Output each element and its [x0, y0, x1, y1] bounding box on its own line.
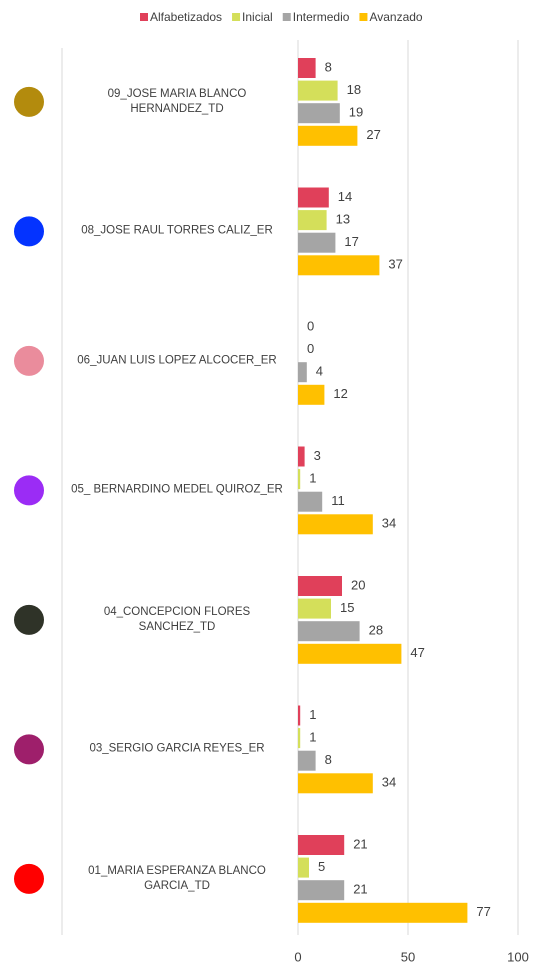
value-label: 21: [353, 882, 367, 897]
bar: [298, 643, 402, 664]
value-label: 14: [338, 189, 352, 204]
category-label: 08_JOSE RAUL TORRES CALIZ_ER: [81, 224, 273, 237]
value-label: 21: [353, 836, 367, 851]
value-label: 3: [314, 448, 321, 463]
bar: [298, 902, 468, 923]
category-label: 06_JUAN LUIS LOPEZ ALCOCER_ER: [77, 354, 277, 367]
value-label: 20: [351, 577, 365, 592]
value-label: 5: [318, 859, 325, 874]
value-label: 27: [366, 127, 380, 142]
category-icon: [14, 734, 44, 765]
bar: [298, 880, 345, 901]
category-icon: [14, 216, 44, 247]
legend-label: Avanzado: [369, 10, 422, 24]
bar: [298, 210, 327, 231]
bar: [298, 728, 301, 749]
bar: [298, 362, 307, 383]
value-label: 8: [325, 752, 332, 767]
bar: [298, 750, 316, 771]
category-label: 01_MARIA ESPERANZA BLANCO GARCIA_TD: [88, 864, 266, 892]
value-label: 8: [325, 59, 332, 74]
value-label: 34: [382, 516, 396, 531]
bar: [298, 384, 325, 405]
value-label: 18: [347, 82, 361, 97]
bar: [298, 598, 331, 619]
category-icon: [14, 345, 44, 376]
value-label: 1: [309, 471, 316, 486]
bar: [298, 491, 323, 512]
category-icon: [14, 475, 44, 506]
legend-swatch: [140, 13, 148, 21]
value-label: 77: [476, 904, 490, 919]
value-label: 28: [369, 623, 383, 638]
bar: [298, 576, 342, 596]
category-label: 04_CONCEPCION FLORES SANCHEZ_TD: [103, 605, 251, 633]
value-label: 1: [309, 707, 316, 722]
category-label: 03_SERGIO GARCIA REYES_ER: [89, 742, 265, 755]
value-label: 19: [349, 105, 363, 120]
value-label: 37: [388, 257, 402, 272]
bar: [298, 621, 360, 642]
legend-label: Alfabetizados: [150, 10, 222, 24]
bar: [298, 469, 301, 490]
bar: [298, 232, 336, 253]
bar: [298, 835, 345, 855]
bar: [298, 705, 301, 726]
legend-swatch: [282, 13, 291, 21]
legend-label: Intermedio: [293, 10, 350, 24]
x-tick-label: 0: [294, 949, 301, 964]
value-label: 0: [307, 341, 314, 356]
category-label: 05_ BERNARDINO MEDEL QUIROZ_ER: [71, 483, 283, 496]
legend-swatch: [359, 13, 368, 21]
value-label: 15: [340, 600, 354, 615]
value-label: 12: [333, 386, 347, 401]
legend-label: Inicial: [242, 10, 273, 24]
category-label: 09_JOSE MARIA BLANCO HERNANDEZ_TD: [107, 87, 247, 115]
bar: [298, 255, 380, 276]
bar: [298, 773, 373, 794]
bar: [298, 80, 338, 101]
value-label: 13: [336, 212, 350, 227]
bar: [298, 446, 305, 467]
value-label: 0: [307, 318, 314, 333]
bar: [298, 857, 309, 878]
value-label: 1: [309, 730, 316, 745]
value-label: 17: [344, 234, 358, 249]
value-label: 4: [316, 364, 323, 379]
bar: [298, 103, 340, 124]
value-label: 11: [331, 493, 345, 508]
category-icon: [14, 863, 44, 894]
x-tick-label: 50: [401, 949, 415, 964]
bar: [298, 187, 329, 208]
value-label: 47: [410, 645, 424, 660]
category-icon: [14, 86, 44, 117]
bar: [298, 125, 358, 146]
bar: [298, 514, 373, 535]
category-icon: [14, 604, 44, 635]
value-label: 34: [382, 775, 396, 790]
x-tick-label: 100: [507, 949, 529, 964]
bar: [298, 58, 316, 78]
legend-swatch: [232, 13, 241, 21]
